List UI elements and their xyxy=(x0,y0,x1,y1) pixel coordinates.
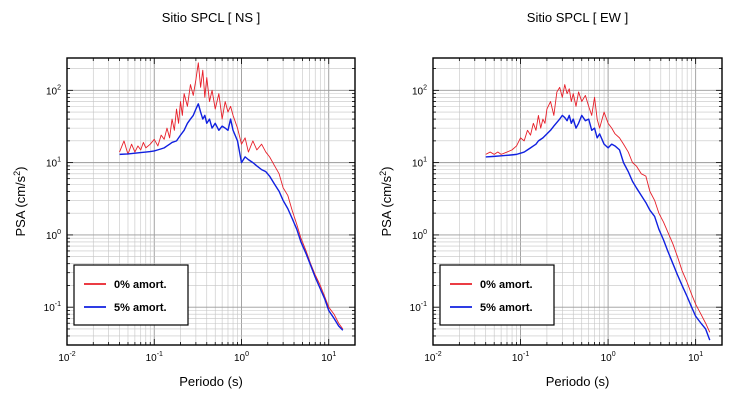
x-tick-label: 10-2 xyxy=(58,351,75,364)
x-tick-label: 10-1 xyxy=(146,351,163,364)
x-tick-label: 10-1 xyxy=(512,351,529,364)
legend-label-0: 0% amort. xyxy=(114,279,167,291)
legend: 0% amort. 5% amort. xyxy=(73,264,189,326)
y-tick-exponent: -1 xyxy=(421,301,427,308)
x-tick-label: 100 xyxy=(601,351,616,364)
x-tick-label: 101 xyxy=(321,351,336,364)
y-axis-label: PSA (cm/s2) xyxy=(378,166,394,236)
x-tick-base: 10 xyxy=(601,353,613,364)
series-line-0 xyxy=(485,84,711,333)
x-tick-exponent: -2 xyxy=(435,351,441,358)
x-tick-label: 100 xyxy=(234,351,249,364)
y-tick-exponent: 2 xyxy=(423,84,427,91)
legend-label-0: 0% amort. xyxy=(480,279,533,291)
legend-label-1: 5% amort. xyxy=(480,302,533,314)
x-axis-label: Periodo (s) xyxy=(546,374,610,389)
x-tick-exponent: -1 xyxy=(157,351,163,358)
x-tick-base: 10 xyxy=(146,353,158,364)
y-tick-exponent: 0 xyxy=(57,229,61,236)
legend-box xyxy=(73,264,189,326)
x-tick-exponent: -2 xyxy=(69,351,75,358)
x-tick-label: 10-2 xyxy=(424,351,441,364)
x-tick-base: 10 xyxy=(58,353,70,364)
y-tick-label: 101 xyxy=(412,157,427,170)
y-tick-base: 10 xyxy=(46,231,58,242)
x-tick-base: 10 xyxy=(234,353,246,364)
y-axis-label-end: ) xyxy=(379,166,394,170)
y-tick-label: 10-1 xyxy=(410,301,427,314)
y-tick-base: 10 xyxy=(46,159,58,170)
chart-title: Sitio SPCL [ NS ] xyxy=(162,10,261,25)
grid-lines xyxy=(66,58,356,346)
y-tick-label: 102 xyxy=(412,84,427,97)
x-tick-base: 10 xyxy=(688,353,700,364)
y-tick-base: 10 xyxy=(412,159,424,170)
y-tick-base: 10 xyxy=(46,86,58,97)
chart-title: Sitio SPCL [ EW ] xyxy=(527,10,628,25)
plot-frame xyxy=(66,57,356,346)
x-tick-exponent: 1 xyxy=(699,351,703,358)
x-axis-label: Periodo (s) xyxy=(179,374,243,389)
y-tick-base: 10 xyxy=(412,231,424,242)
x-tick-base: 10 xyxy=(321,353,333,364)
y-tick-label: 101 xyxy=(46,157,61,170)
y-axis-label-superscript: 2 xyxy=(378,171,388,176)
x-tick-exponent: -1 xyxy=(523,351,529,358)
x-tick-label: 101 xyxy=(688,351,703,364)
y-tick-base: 10 xyxy=(412,86,424,97)
x-tick-exponent: 0 xyxy=(612,351,616,358)
y-tick-label: 10-1 xyxy=(44,301,61,314)
y-tick-exponent: 1 xyxy=(423,157,427,164)
y-tick-label: 100 xyxy=(412,229,427,242)
x-tick-base: 10 xyxy=(512,353,524,364)
legend-box xyxy=(439,264,555,326)
x-tick-exponent: 1 xyxy=(332,351,336,358)
y-tick-label: 102 xyxy=(46,84,61,97)
x-tick-exponent: 0 xyxy=(245,351,249,358)
y-axis-label-main: PSA (cm/s xyxy=(13,175,28,236)
y-tick-label: 100 xyxy=(46,229,61,242)
y-tick-base: 10 xyxy=(410,303,422,314)
legend-label-1: 5% amort. xyxy=(114,302,167,314)
x-tick-base: 10 xyxy=(424,353,436,364)
y-axis-label-superscript: 2 xyxy=(12,171,22,176)
series-line-1 xyxy=(485,114,711,341)
y-tick-exponent: 0 xyxy=(423,229,427,236)
series-line-1 xyxy=(119,103,344,331)
plot-frame xyxy=(432,57,723,346)
legend: 0% amort. 5% amort. xyxy=(439,264,555,326)
y-axis-label: PSA (cm/s2) xyxy=(12,166,28,236)
y-tick-exponent: -1 xyxy=(55,301,61,308)
y-axis-label-main: PSA (cm/s xyxy=(379,175,394,236)
y-tick-base: 10 xyxy=(44,303,56,314)
y-axis-label-end: ) xyxy=(13,166,28,170)
series-line-0 xyxy=(119,62,344,330)
y-tick-exponent: 2 xyxy=(57,84,61,91)
y-tick-exponent: 1 xyxy=(57,157,61,164)
